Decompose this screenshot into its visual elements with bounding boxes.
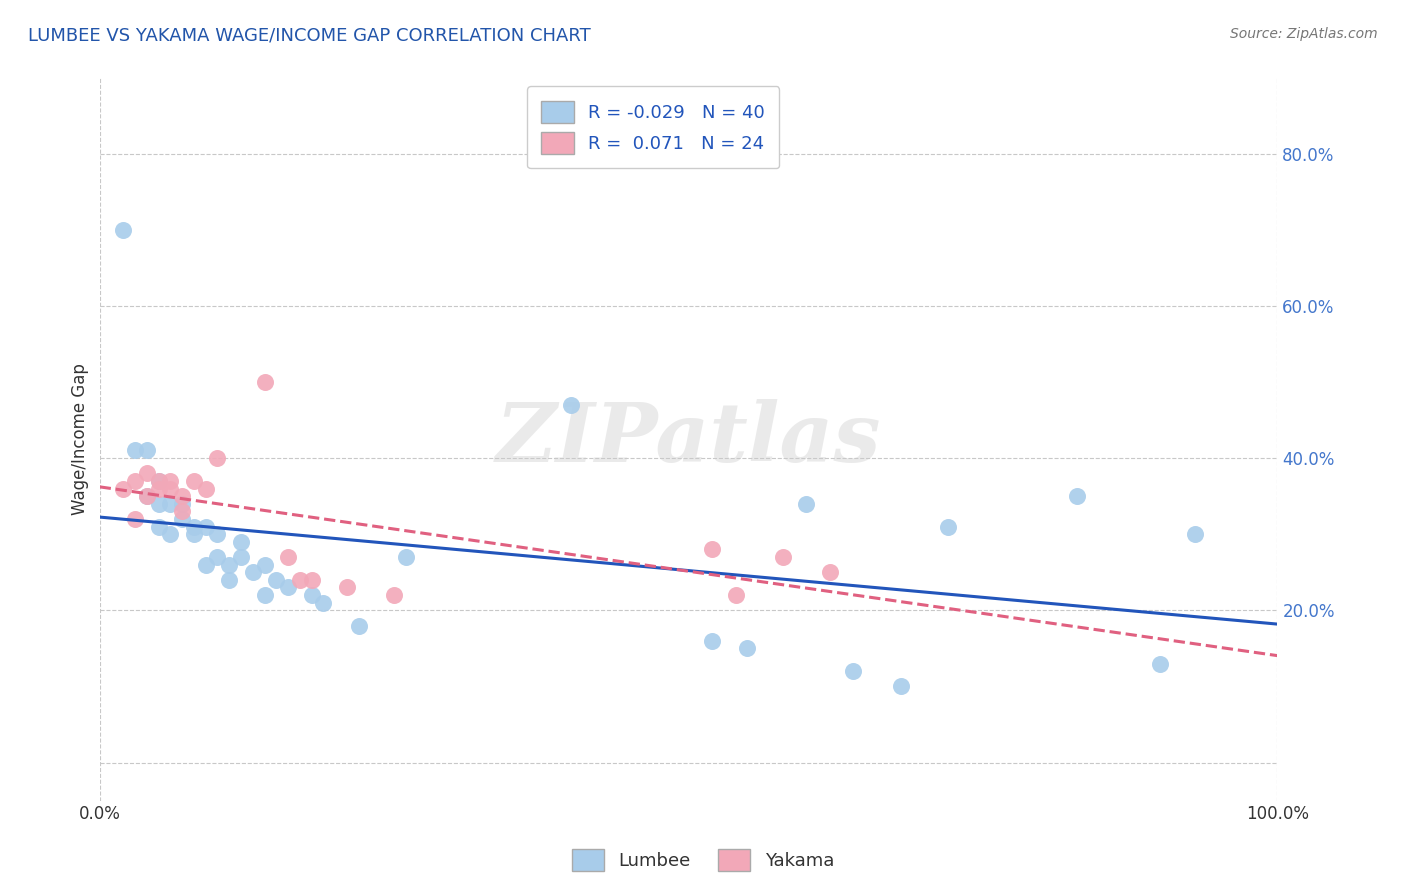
- Point: [229, 534, 252, 549]
- Point: [794, 497, 817, 511]
- Point: [1184, 527, 1206, 541]
- Point: [159, 497, 181, 511]
- Point: [336, 581, 359, 595]
- Point: [159, 527, 181, 541]
- Point: [266, 573, 288, 587]
- Point: [194, 558, 217, 572]
- Point: [148, 519, 170, 533]
- Point: [737, 641, 759, 656]
- Point: [135, 443, 157, 458]
- Point: [148, 474, 170, 488]
- Point: [207, 451, 229, 466]
- Point: [218, 573, 240, 587]
- Point: [229, 549, 252, 564]
- Point: [218, 558, 240, 572]
- Point: [301, 588, 323, 602]
- Text: Source: ZipAtlas.com: Source: ZipAtlas.com: [1230, 27, 1378, 41]
- Point: [253, 375, 276, 389]
- Legend: Lumbee, Yakama: Lumbee, Yakama: [564, 842, 842, 879]
- Point: [172, 504, 194, 518]
- Point: [253, 558, 276, 572]
- Text: LUMBEE VS YAKAMA WAGE/INCOME GAP CORRELATION CHART: LUMBEE VS YAKAMA WAGE/INCOME GAP CORRELA…: [28, 27, 591, 45]
- Point: [183, 527, 205, 541]
- Point: [842, 664, 865, 678]
- Point: [183, 519, 205, 533]
- Point: [242, 566, 264, 580]
- Point: [382, 588, 405, 602]
- Point: [172, 512, 194, 526]
- Point: [159, 474, 181, 488]
- Y-axis label: Wage/Income Gap: Wage/Income Gap: [72, 363, 89, 515]
- Point: [700, 633, 723, 648]
- Point: [112, 222, 135, 236]
- Point: [207, 527, 229, 541]
- Legend: R = -0.029   N = 40, R =  0.071   N = 24: R = -0.029 N = 40, R = 0.071 N = 24: [527, 87, 779, 169]
- Point: [936, 519, 959, 533]
- Point: [889, 680, 911, 694]
- Point: [253, 588, 276, 602]
- Point: [135, 489, 157, 503]
- Point: [135, 489, 157, 503]
- Point: [148, 474, 170, 488]
- Point: [172, 489, 194, 503]
- Point: [124, 512, 146, 526]
- Point: [347, 618, 370, 632]
- Point: [183, 474, 205, 488]
- Point: [194, 482, 217, 496]
- Point: [1149, 657, 1171, 671]
- Point: [112, 482, 135, 496]
- Point: [277, 581, 299, 595]
- Point: [301, 573, 323, 587]
- Point: [124, 474, 146, 488]
- Point: [772, 549, 794, 564]
- Point: [148, 497, 170, 511]
- Point: [395, 549, 418, 564]
- Point: [277, 549, 299, 564]
- Point: [172, 497, 194, 511]
- Point: [207, 549, 229, 564]
- Point: [1066, 489, 1088, 503]
- Point: [724, 588, 747, 602]
- Point: [560, 398, 582, 412]
- Point: [159, 482, 181, 496]
- Point: [194, 519, 217, 533]
- Point: [818, 566, 841, 580]
- Text: ZIPatlas: ZIPatlas: [496, 399, 882, 479]
- Point: [312, 596, 335, 610]
- Point: [135, 467, 157, 481]
- Point: [700, 542, 723, 557]
- Point: [124, 443, 146, 458]
- Point: [148, 482, 170, 496]
- Point: [288, 573, 311, 587]
